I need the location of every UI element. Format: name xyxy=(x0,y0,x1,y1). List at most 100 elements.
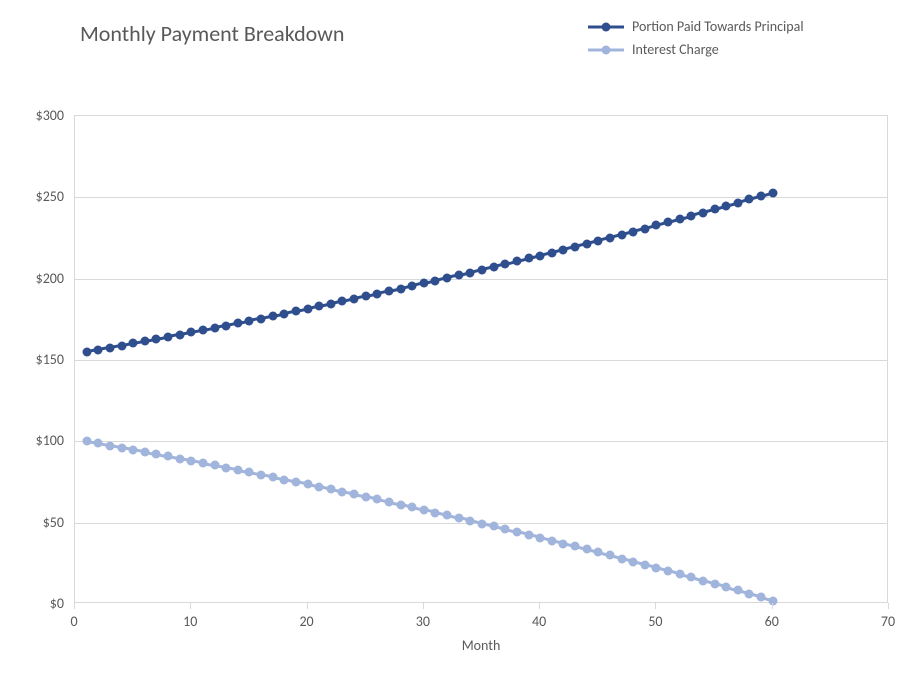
legend-label-interest: Interest Charge xyxy=(632,41,719,58)
series-marker-interest xyxy=(559,539,568,548)
series-marker-principal xyxy=(722,202,731,211)
y-tick-label: $50 xyxy=(14,514,64,531)
series-marker-principal xyxy=(675,215,684,224)
x-tick-mark xyxy=(772,603,773,609)
series-marker-interest xyxy=(233,466,242,475)
y-tick-label: $300 xyxy=(14,107,64,124)
gridline xyxy=(75,279,887,280)
series-marker-principal xyxy=(536,251,545,260)
series-marker-principal xyxy=(431,276,440,285)
series-marker-principal xyxy=(187,328,196,337)
series-marker-interest xyxy=(687,573,696,582)
series-marker-interest xyxy=(268,473,277,482)
series-marker-principal xyxy=(94,345,103,354)
x-tick-mark xyxy=(307,603,308,609)
series-marker-interest xyxy=(512,527,521,536)
series-marker-interest xyxy=(536,533,545,542)
series-marker-principal xyxy=(338,297,347,306)
x-tick-label: 60 xyxy=(765,613,779,630)
series-marker-principal xyxy=(222,321,231,330)
chart-root: Monthly Payment Breakdown Portion Paid T… xyxy=(0,0,922,682)
series-marker-principal xyxy=(140,337,149,346)
series-marker-principal xyxy=(361,292,370,301)
x-tick-mark xyxy=(190,603,191,609)
series-marker-principal xyxy=(373,289,382,298)
series-marker-principal xyxy=(408,281,417,290)
series-marker-principal xyxy=(489,262,498,271)
series-marker-interest xyxy=(361,492,370,501)
series-marker-principal xyxy=(664,218,673,227)
series-marker-interest xyxy=(257,470,266,479)
legend-swatch-principal xyxy=(588,22,624,31)
series-marker-interest xyxy=(350,490,359,499)
x-tick-mark xyxy=(423,603,424,609)
series-marker-interest xyxy=(675,570,684,579)
series-marker-interest xyxy=(164,452,173,461)
series-marker-principal xyxy=(350,294,359,303)
series-marker-interest xyxy=(129,445,138,454)
series-marker-principal xyxy=(710,205,719,214)
series-marker-principal xyxy=(733,198,742,207)
series-marker-principal xyxy=(82,347,91,356)
series-marker-principal xyxy=(629,227,638,236)
series-marker-principal xyxy=(175,330,184,339)
series-marker-interest xyxy=(698,576,707,585)
series-marker-principal xyxy=(315,302,324,311)
series-marker-interest xyxy=(757,593,766,602)
series-marker-interest xyxy=(594,548,603,557)
legend-item-interest: Interest Charge xyxy=(588,41,804,58)
series-marker-principal xyxy=(280,309,289,318)
series-marker-principal xyxy=(652,221,661,230)
y-tick-label: $150 xyxy=(14,351,64,368)
series-marker-principal xyxy=(117,341,126,350)
series-marker-interest xyxy=(617,554,626,563)
x-tick-label: 50 xyxy=(648,613,662,630)
y-tick-label: $100 xyxy=(14,432,64,449)
x-tick-label: 10 xyxy=(183,613,197,630)
series-marker-interest xyxy=(629,557,638,566)
series-marker-principal xyxy=(466,268,475,277)
series-marker-principal xyxy=(559,245,568,254)
x-tick-label: 20 xyxy=(299,613,313,630)
series-marker-principal xyxy=(245,316,254,325)
series-marker-principal xyxy=(501,260,510,269)
series-marker-interest xyxy=(722,583,731,592)
series-marker-principal xyxy=(547,248,556,257)
series-marker-principal xyxy=(512,257,521,266)
series-marker-principal xyxy=(129,339,138,348)
series-marker-interest xyxy=(384,498,393,507)
series-marker-principal xyxy=(443,273,452,282)
series-marker-principal xyxy=(210,323,219,332)
series-marker-interest xyxy=(745,589,754,598)
series-marker-principal xyxy=(396,284,405,293)
series-marker-interest xyxy=(640,560,649,569)
series-marker-interest xyxy=(478,519,487,528)
series-marker-principal xyxy=(605,233,614,242)
series-marker-interest xyxy=(338,487,347,496)
x-tick-mark xyxy=(74,603,75,609)
series-marker-principal xyxy=(384,287,393,296)
series-marker-interest xyxy=(326,485,335,494)
series-marker-interest xyxy=(605,551,614,560)
x-axis-label: Month xyxy=(462,637,501,654)
series-marker-interest xyxy=(373,495,382,504)
series-marker-interest xyxy=(198,459,207,468)
series-marker-interest xyxy=(547,536,556,545)
series-marker-principal xyxy=(687,211,696,220)
series-marker-interest xyxy=(501,525,510,534)
series-marker-interest xyxy=(582,545,591,554)
series-marker-interest xyxy=(140,448,149,457)
series-marker-principal xyxy=(571,242,580,251)
chart-legend: Portion Paid Towards PrincipalInterest C… xyxy=(588,18,804,64)
series-marker-interest xyxy=(82,437,91,446)
series-marker-principal xyxy=(617,230,626,239)
series-marker-interest xyxy=(303,480,312,489)
series-marker-principal xyxy=(198,326,207,335)
series-marker-interest xyxy=(291,477,300,486)
series-marker-interest xyxy=(571,542,580,551)
series-marker-interest xyxy=(454,513,463,522)
series-marker-principal xyxy=(164,332,173,341)
series-marker-interest xyxy=(419,505,428,514)
y-tick-label: $250 xyxy=(14,188,64,205)
series-marker-interest xyxy=(408,503,417,512)
